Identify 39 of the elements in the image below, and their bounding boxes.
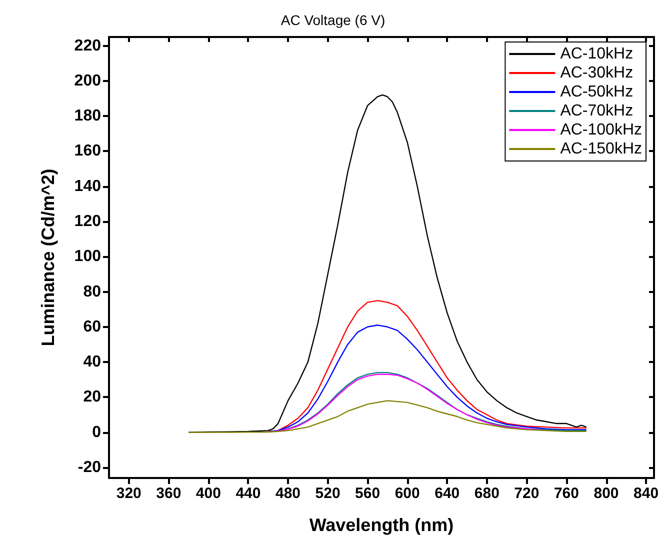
- x-tick-label: 800: [594, 485, 619, 502]
- legend-label: AC-70kHz: [560, 102, 634, 120]
- y-tick-label: 40: [83, 354, 102, 371]
- line-series: [268, 324, 587, 432]
- y-tick-label: 80: [83, 283, 102, 300]
- y-tick-label: 160: [74, 142, 102, 160]
- y-tick-label: 200: [74, 72, 102, 90]
- x-tick-label: 840: [634, 485, 659, 502]
- x-tick-label: 680: [474, 485, 500, 502]
- y-axis-title: Luminance (Cd/m^2): [38, 168, 58, 346]
- legend-label: AC-10kHz: [560, 46, 634, 62]
- legend-label: AC-50kHz: [560, 84, 634, 100]
- legend-label: AC-100kHz: [560, 122, 642, 138]
- x-tick-label: 640: [434, 485, 460, 502]
- y-tick-label: 120: [74, 212, 102, 230]
- x-tick-label: 360: [156, 485, 182, 502]
- y-tick-label: 140: [74, 178, 102, 195]
- x-tick-label: 760: [554, 485, 579, 502]
- x-tick-label: 720: [514, 485, 540, 502]
- y-tick-label: -20: [78, 458, 102, 476]
- y-tick-label: 220: [74, 37, 102, 54]
- legend-label: AC-30kHz: [560, 64, 634, 82]
- line-series: [188, 400, 587, 433]
- y-tick-label: 100: [74, 248, 102, 266]
- x-tick-label: 320: [116, 485, 142, 502]
- y-tick-label: 0: [92, 424, 102, 441]
- x-tick-label: 560: [355, 485, 380, 502]
- x-tick-label: 480: [276, 485, 301, 502]
- legend-label: AC-150kHz: [560, 140, 642, 158]
- x-tick-label: 400: [196, 485, 221, 502]
- line-series: [268, 300, 587, 432]
- x-tick-label: 440: [236, 485, 261, 502]
- y-tick-label: 20: [83, 388, 102, 406]
- y-tick-label: 180: [74, 108, 102, 125]
- x-tick-label: 520: [315, 485, 340, 502]
- y-tick-label: 60: [83, 318, 102, 336]
- x-axis-title: Wavelength (nm): [309, 515, 454, 535]
- x-tick-label: 600: [394, 485, 420, 502]
- chart-title: AC Voltage (6 V): [280, 12, 386, 28]
